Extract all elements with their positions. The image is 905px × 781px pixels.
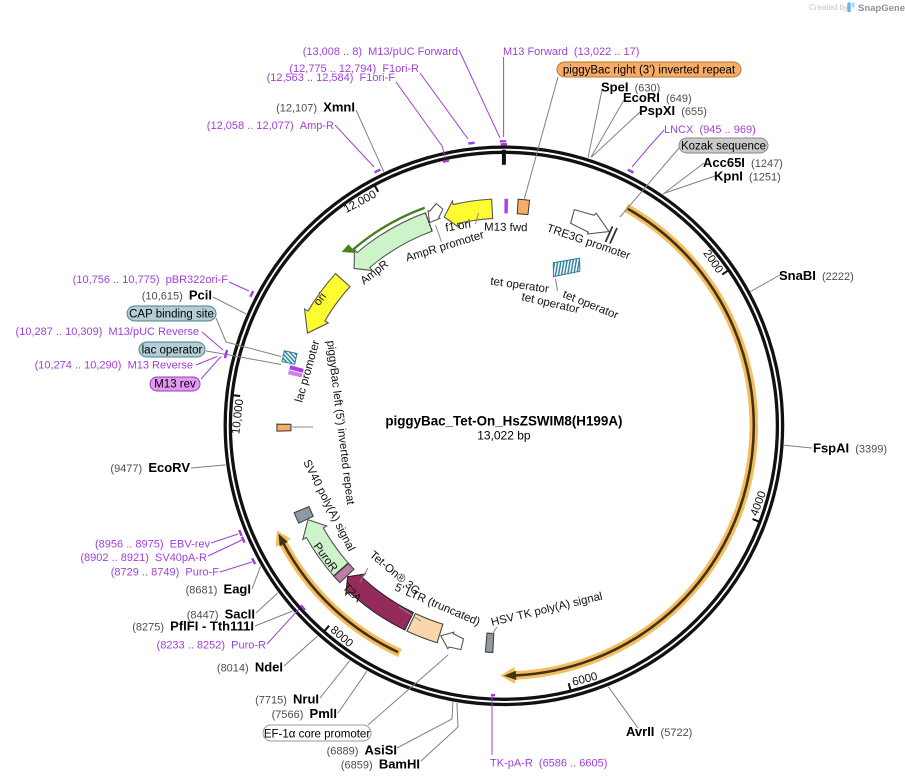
svg-text:piggyBac_Tet-On_HsZSWIM8(H199A: piggyBac_Tet-On_HsZSWIM8(H199A) <box>385 414 622 429</box>
svg-text:(10,756 .. 10,775) pBR322ori-: (10,756 .. 10,775) pBR322ori-F <box>73 274 229 286</box>
svg-text:M13 fwd: M13 fwd <box>484 222 528 235</box>
svg-text:HSV TK poly(A) signal: HSV TK poly(A) signal <box>490 591 604 629</box>
svg-text:(6859) BamHI: (6859) BamHI <box>341 757 420 772</box>
svg-text:(8233 .. 8252) Puro-R: (8233 .. 8252) Puro-R <box>157 640 267 652</box>
svg-text:10,000: 10,000 <box>230 398 246 434</box>
svg-text:(10,287 .. 10,309) M13/pUC Re: (10,287 .. 10,309) M13/pUC Reverse <box>16 326 199 338</box>
svg-text:(8447) SacII: (8447) SacII <box>187 607 255 622</box>
svg-text:SnapGene: SnapGene <box>858 3 905 14</box>
svg-text:M13 rev: M13 rev <box>154 379 196 391</box>
svg-text:SnaBI (2222): SnaBI (2222) <box>779 268 854 283</box>
svg-text:(8014) NdeI: (8014) NdeI <box>217 660 283 675</box>
svg-text:(8681) EagI: (8681) EagI <box>186 582 251 597</box>
svg-text:(8275) PflFI - Tth111I: (8275) PflFI - Tth111I <box>132 619 254 634</box>
svg-text:piggyBac left (5') inverted re: piggyBac left (5') inverted repeat <box>324 340 356 506</box>
svg-text:(9477) EcoRV: (9477) EcoRV <box>110 460 190 475</box>
svg-text:SpeI (630): SpeI (630) <box>601 80 660 95</box>
svg-text:(6889) AsiSI: (6889) AsiSI <box>327 743 397 758</box>
svg-text:(12,107) XmnI: (12,107) XmnI <box>276 100 355 115</box>
svg-text:tet operator: tet operator <box>490 276 550 296</box>
svg-text:TK-pA-R (6586 .. 6605): TK-pA-R (6586 .. 6605) <box>490 758 607 770</box>
svg-text:piggyBac right (3') inverted r: piggyBac right (3') inverted repeat <box>563 65 736 77</box>
svg-text:lac operator: lac operator <box>142 345 203 357</box>
svg-text:AvrII (5722): AvrII (5722) <box>626 724 692 739</box>
svg-text:EcoRI (649): EcoRI (649) <box>623 90 692 105</box>
svg-text:Acc65I (1247): Acc65I (1247) <box>703 155 783 170</box>
svg-text:(10,274 .. 10,290) M13 Revers: (10,274 .. 10,290) M13 Reverse <box>35 360 193 372</box>
svg-text:f1 ori: f1 ori <box>445 219 472 235</box>
svg-text:(13,008 .. 8) M13/pUC Forward: (13,008 .. 8) M13/pUC Forward <box>303 46 458 58</box>
svg-text:(8902 .. 8921) SV40pA-R: (8902 .. 8921) SV40pA-R <box>80 552 207 564</box>
svg-text:FspAI (3399): FspAI (3399) <box>813 441 887 456</box>
svg-text:(12,058 .. 12,077) Amp-R: (12,058 .. 12,077) Amp-R <box>207 120 334 132</box>
svg-text:(7566) PmlI: (7566) PmlI <box>272 706 337 721</box>
svg-text:Kozak sequence: Kozak sequence <box>681 141 766 153</box>
svg-text:EF-1α core promoter: EF-1α core promoter <box>264 729 371 741</box>
svg-text:(12,775 .. 12,794) F1ori-R: (12,775 .. 12,794) F1ori-R <box>289 63 419 75</box>
svg-text:(8729 .. 8749) Puro-F: (8729 .. 8749) Puro-F <box>111 567 220 579</box>
svg-text:M13 Forward (13,022 .. 17): M13 Forward (13,022 .. 17) <box>503 46 639 58</box>
svg-text:(12,563 .. 12,584) F1ori-F: (12,563 .. 12,584) F1ori-F <box>267 72 396 84</box>
svg-text:LNCX (945 .. 969): LNCX (945 .. 969) <box>664 124 756 136</box>
svg-text:(10,615) PciI: (10,615) PciI <box>142 288 212 303</box>
svg-text:(7715) NruI: (7715) NruI <box>255 692 319 707</box>
svg-text:Created by: Created by <box>809 3 848 12</box>
svg-text:13,022 bp: 13,022 bp <box>477 429 531 443</box>
svg-text:PspXI (655): PspXI (655) <box>639 103 707 118</box>
svg-text:KpnI (1251): KpnI (1251) <box>714 169 781 184</box>
svg-text:(8956 .. 8975) EBV-rev: (8956 .. 8975) EBV-rev <box>95 539 210 551</box>
svg-text:CAP binding site: CAP binding site <box>129 309 214 321</box>
